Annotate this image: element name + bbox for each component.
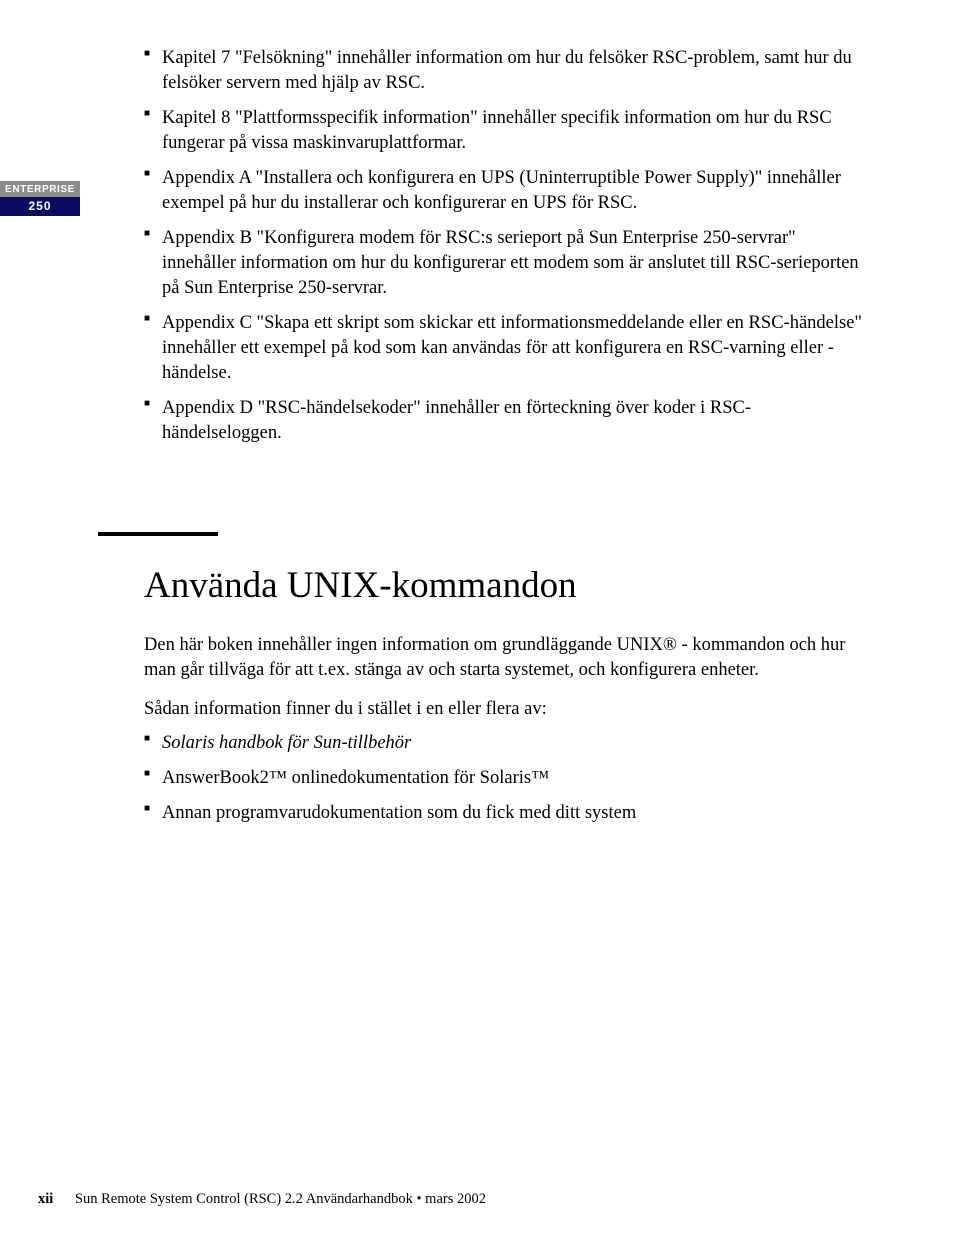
list-item: Appendix D "RSC-händelsekoder" innehålle… — [144, 396, 864, 446]
list-item: Solaris handbok för Sun-tillbehör — [144, 731, 864, 756]
chapter-bullet-list: Kapitel 7 "Felsökning" innehåller inform… — [144, 46, 864, 446]
section-divider — [98, 532, 218, 536]
italic-text: Solaris handbok för Sun-tillbehör — [162, 733, 411, 753]
enterprise-badge: ENTERPRISE 250 — [0, 181, 80, 216]
page-content: Kapitel 7 "Felsökning" innehåller inform… — [0, 0, 960, 826]
reference-bullet-list: Solaris handbok för Sun-tillbehör Answer… — [144, 731, 864, 826]
badge-bottom-label: 250 — [0, 197, 80, 216]
list-item: Appendix A "Installera och konfigurera e… — [144, 166, 864, 216]
page-footer: xii Sun Remote System Control (RSC) 2.2 … — [38, 1191, 486, 1208]
body-paragraph: Sådan information finner du i stället i … — [144, 697, 864, 722]
list-item: Kapitel 7 "Felsökning" innehåller inform… — [144, 46, 864, 96]
list-item: Appendix C "Skapa ett skript som skickar… — [144, 311, 864, 386]
page-number: xii — [38, 1191, 53, 1207]
list-item: Kapitel 8 "Plattformsspecifik informatio… — [144, 106, 864, 156]
body-paragraph: Den här boken innehåller ingen informati… — [144, 633, 864, 683]
list-item: Appendix B "Konfigurera modem för RSC:s … — [144, 226, 864, 301]
footer-title: Sun Remote System Control (RSC) 2.2 Anvä… — [75, 1191, 486, 1207]
list-item: AnswerBook2™ onlinedokumentation för Sol… — [144, 766, 864, 791]
list-item: Annan programvarudokumentation som du fi… — [144, 801, 864, 826]
section-heading: Använda UNIX-kommandon — [144, 564, 864, 607]
badge-top-label: ENTERPRISE — [0, 181, 80, 197]
